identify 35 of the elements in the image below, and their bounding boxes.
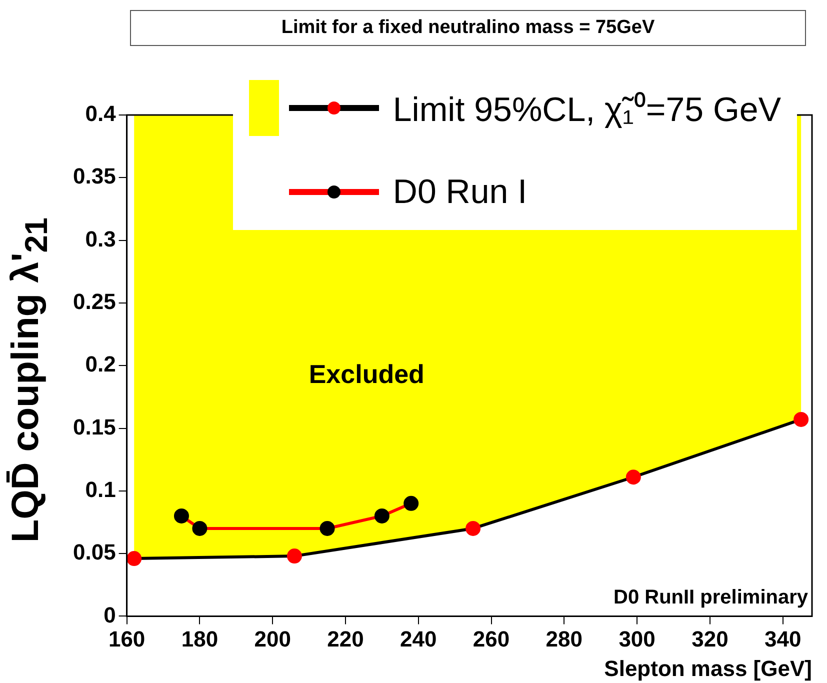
point	[404, 496, 419, 511]
point	[794, 412, 809, 427]
x-tick-label: 320	[692, 626, 728, 652]
x-tick-label: 180	[181, 626, 218, 652]
y-tick-label: 0.3	[85, 226, 116, 252]
y-tick-label: 0	[104, 602, 116, 628]
point	[192, 520, 208, 536]
y-tick-label: 0.05	[72, 540, 116, 565]
point	[626, 470, 641, 485]
point	[374, 508, 390, 524]
point	[466, 520, 481, 536]
x-tick-label: 160	[108, 626, 146, 652]
y-tick-label: 0.35	[72, 164, 116, 189]
point	[126, 551, 142, 566]
point	[320, 520, 335, 536]
y-tick-label: 0.1	[85, 476, 116, 502]
x-tick-label: 220	[327, 626, 364, 652]
annotation: Excluded	[308, 358, 424, 389]
x-tick-label: 240	[400, 626, 437, 652]
legend-label: D0 Run I	[392, 172, 528, 212]
y-tick-label: 0.25	[72, 289, 116, 314]
x-tick-label: 260	[472, 626, 510, 652]
y-tick-label: 0.2	[85, 352, 116, 377]
y-tick-label: 0.4	[85, 101, 117, 126]
x-tick-label: 280	[546, 626, 583, 652]
point	[286, 548, 302, 564]
x-tick-label: 300	[618, 626, 656, 652]
annotation: D0 RunII preliminary	[614, 586, 809, 609]
y-tick-label: 0.15	[72, 414, 116, 440]
x-tick-label: 200	[254, 626, 291, 652]
chart-title: Limit for a fixed neutralino mass = 75GeV	[130, 10, 806, 46]
x-tick-label: 340	[764, 626, 802, 652]
x-axis-title: Slepton mass [GeV]	[604, 656, 812, 681]
legend-label: Limit 95%CL, χ̃₁⁰=75 GeV	[392, 90, 781, 131]
point	[174, 508, 189, 524]
